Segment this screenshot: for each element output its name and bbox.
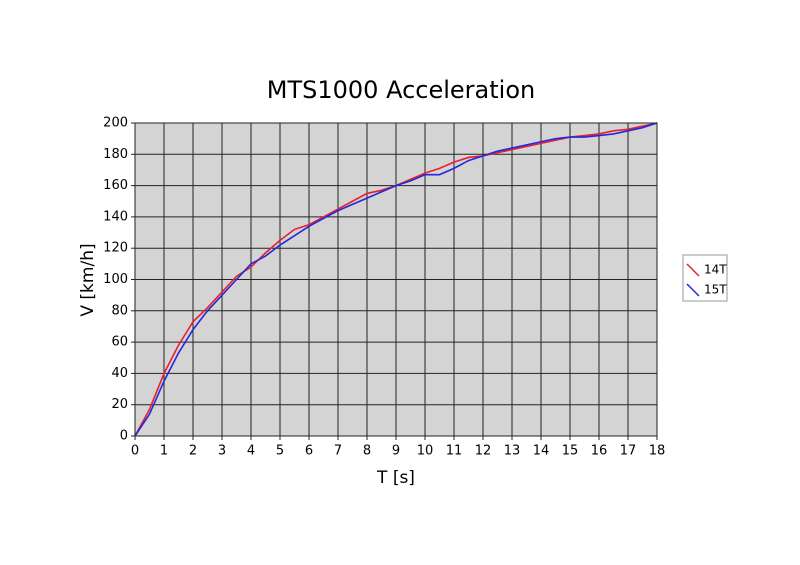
y-tick-label: 60 xyxy=(111,335,128,350)
y-tick-label: 0 xyxy=(120,429,128,444)
legend-label: 15T xyxy=(704,283,727,297)
x-tick-label: 0 xyxy=(131,444,139,459)
y-tick-label: 140 xyxy=(103,209,128,224)
x-tick-label: 16 xyxy=(591,444,608,459)
x-tick-label: 6 xyxy=(305,444,313,459)
y-axis-label: V [km/h] xyxy=(78,243,98,316)
x-tick-label: 17 xyxy=(620,444,637,459)
x-tick-label: 8 xyxy=(363,444,371,459)
y-tick-label: 40 xyxy=(111,366,128,381)
x-tick-label: 2 xyxy=(189,444,197,459)
x-tick-label: 1 xyxy=(160,444,168,459)
y-tick-label: 180 xyxy=(103,147,128,162)
x-tick-label: 15 xyxy=(562,444,579,459)
x-tick-label: 13 xyxy=(504,444,521,459)
x-tick-label: 18 xyxy=(649,444,666,459)
x-tick-label: 9 xyxy=(392,444,400,459)
x-tick-label: 4 xyxy=(247,444,255,459)
x-tick-label: 3 xyxy=(218,444,226,459)
y-tick-label: 80 xyxy=(111,303,128,318)
x-tick-label: 10 xyxy=(417,444,434,459)
legend-swatch xyxy=(686,263,700,277)
x-axis-label: T [s] xyxy=(376,468,415,488)
x-tick-label: 11 xyxy=(446,444,463,459)
x-tick-label: 7 xyxy=(334,444,342,459)
legend-swatch xyxy=(686,283,700,297)
x-tick-label: 12 xyxy=(475,444,492,459)
plot-border xyxy=(134,122,658,437)
legend-label: 14T xyxy=(704,263,727,277)
y-tick-label: 100 xyxy=(103,272,128,287)
x-tick-label: 14 xyxy=(533,444,550,459)
y-tick-label: 20 xyxy=(111,397,128,412)
y-tick-label: 200 xyxy=(103,116,128,131)
x-tick-label: 5 xyxy=(276,444,284,459)
legend xyxy=(682,254,728,302)
y-tick-label: 120 xyxy=(103,241,128,256)
chart-title: MTS1000 Acceleration xyxy=(267,76,535,104)
series-line xyxy=(134,122,658,437)
y-tick-label: 160 xyxy=(103,178,128,193)
